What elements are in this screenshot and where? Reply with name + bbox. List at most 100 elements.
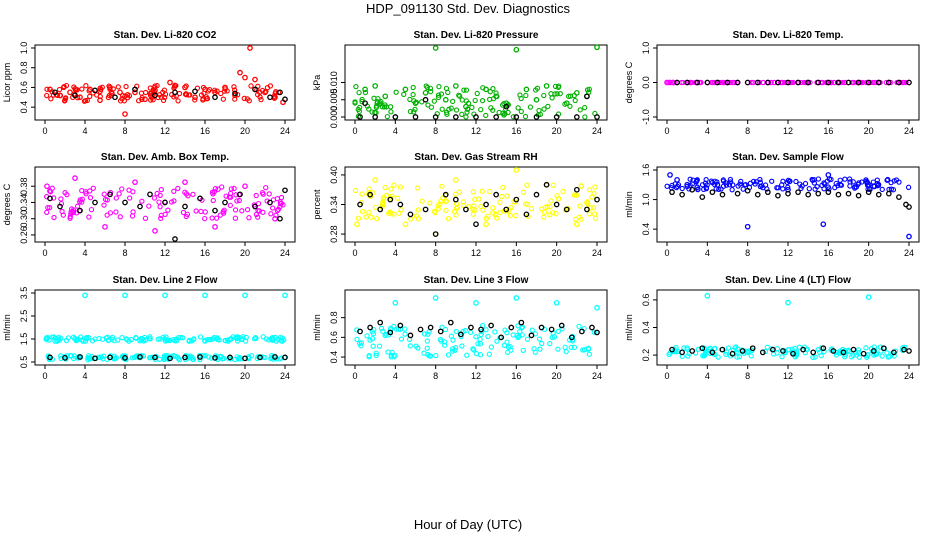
data-point <box>68 206 75 212</box>
x-tick-label: 8 <box>433 371 438 381</box>
data-point <box>241 95 247 102</box>
data-point <box>584 206 590 213</box>
data-point <box>407 108 414 115</box>
x-tick-label: 12 <box>160 371 170 381</box>
data-point <box>585 345 592 351</box>
data-point <box>275 206 282 213</box>
data-point <box>859 179 865 185</box>
data-point <box>407 343 413 349</box>
data-point <box>785 184 791 190</box>
data-point <box>553 114 560 120</box>
data-point <box>580 347 586 353</box>
data-point <box>370 331 377 337</box>
data-point <box>470 211 477 217</box>
data-point <box>487 188 493 195</box>
data-point <box>426 353 432 359</box>
y-tick-label: 0.6 <box>329 331 339 344</box>
data-point <box>443 198 450 204</box>
y-tick-label: 0.34 <box>19 194 29 212</box>
data-point <box>44 183 50 190</box>
series-2 <box>357 93 600 120</box>
data-point <box>553 201 560 208</box>
data-point <box>87 93 93 100</box>
data-point <box>523 86 530 93</box>
data-point <box>725 345 732 351</box>
x-tick-label: 4 <box>705 371 710 381</box>
data-point <box>210 197 216 204</box>
data-point <box>142 96 148 103</box>
data-point <box>847 179 853 185</box>
data-point <box>770 346 776 353</box>
data-point <box>463 87 470 93</box>
data-point <box>433 352 439 359</box>
data-point <box>402 86 409 93</box>
data-point <box>246 98 252 104</box>
data-point <box>183 191 190 197</box>
data-point <box>384 113 391 120</box>
data-point <box>282 354 288 361</box>
data-point <box>246 215 252 221</box>
data-point <box>502 327 508 333</box>
data-point <box>694 79 701 86</box>
data-point <box>875 79 882 86</box>
data-point <box>253 192 259 199</box>
data-point <box>840 346 846 353</box>
data-point <box>189 356 196 362</box>
data-point <box>77 94 83 101</box>
panel-1: Stan. Dev. Li-820 CO2 Licor ppm 0.4 0.6 0.8 1… <box>2 30 296 136</box>
x-tick-label: 24 <box>592 248 602 258</box>
data-point <box>513 114 520 120</box>
y-tick-label: 0.010 <box>329 71 339 94</box>
data-point <box>75 336 81 342</box>
data-point <box>182 354 188 361</box>
data-point <box>377 319 384 326</box>
data-point <box>101 202 107 208</box>
data-point <box>374 98 381 105</box>
data-point <box>260 191 266 197</box>
data-point <box>63 95 69 101</box>
data-point <box>119 334 125 341</box>
data-point <box>192 88 198 95</box>
data-point <box>458 331 464 338</box>
data-point <box>122 111 128 117</box>
x-tick-label: 12 <box>471 126 481 136</box>
data-point <box>160 334 166 340</box>
data-point <box>842 176 848 182</box>
data-point <box>227 202 233 209</box>
data-point <box>227 354 233 361</box>
data-point <box>500 184 506 191</box>
data-point <box>727 176 734 183</box>
data-point <box>62 189 68 196</box>
x-tick-label: 20 <box>240 371 250 381</box>
data-point <box>70 355 77 362</box>
data-point <box>714 79 721 86</box>
data-point <box>905 184 912 190</box>
data-point <box>438 91 445 97</box>
data-point <box>373 350 379 356</box>
data-point <box>459 111 465 117</box>
data-point <box>422 206 429 213</box>
data-point <box>523 92 529 99</box>
data-point <box>222 84 228 91</box>
data-point <box>398 336 405 342</box>
data-point <box>840 349 847 356</box>
data-point <box>483 221 489 228</box>
x-tick-label: 16 <box>511 126 521 136</box>
data-point <box>573 114 580 120</box>
data-point <box>466 204 472 210</box>
x-tick-label: 16 <box>823 126 833 136</box>
data-point <box>896 179 902 185</box>
data-point <box>123 83 129 90</box>
data-point <box>358 340 365 346</box>
data-point <box>427 88 434 95</box>
data-point <box>729 187 735 193</box>
data-point <box>515 105 521 111</box>
data-point <box>519 332 525 338</box>
data-point <box>385 349 391 355</box>
data-point <box>124 91 131 98</box>
data-point <box>701 186 707 192</box>
x-tick-label: 0 <box>664 248 669 258</box>
data-point <box>490 205 496 211</box>
data-point <box>192 97 198 103</box>
data-point <box>391 354 397 360</box>
